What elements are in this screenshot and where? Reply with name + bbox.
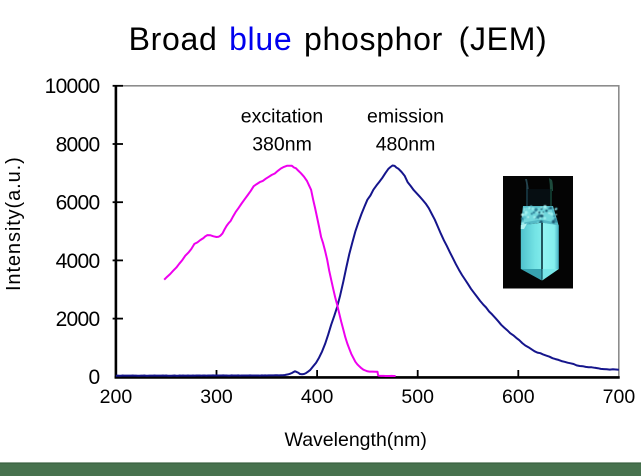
svg-text:excitation: excitation — [241, 105, 323, 127]
svg-text:600: 600 — [502, 386, 535, 408]
svg-text:4000: 4000 — [56, 250, 100, 273]
svg-text:emission: emission — [367, 105, 444, 127]
svg-text:200: 200 — [100, 386, 133, 408]
svg-text:2000: 2000 — [56, 308, 100, 331]
svg-text:480nm: 480nm — [376, 134, 436, 156]
svg-text:Intensity(a.u.): Intensity(a.u.) — [3, 156, 25, 291]
svg-text:8000: 8000 — [56, 133, 100, 156]
svg-text:0: 0 — [89, 366, 100, 389]
svg-text:6000: 6000 — [56, 192, 100, 215]
svg-text:400: 400 — [301, 386, 334, 408]
svg-text:Wavelength(nm): Wavelength(nm) — [285, 429, 427, 451]
svg-text:380nm: 380nm — [252, 134, 312, 156]
svg-text:500: 500 — [401, 386, 434, 408]
svg-text:10000: 10000 — [45, 75, 100, 98]
svg-text:700: 700 — [603, 386, 636, 408]
svg-text:Broad blue phosphor (JEM): Broad blue phosphor (JEM) — [129, 21, 548, 57]
svg-text:300: 300 — [200, 386, 233, 408]
